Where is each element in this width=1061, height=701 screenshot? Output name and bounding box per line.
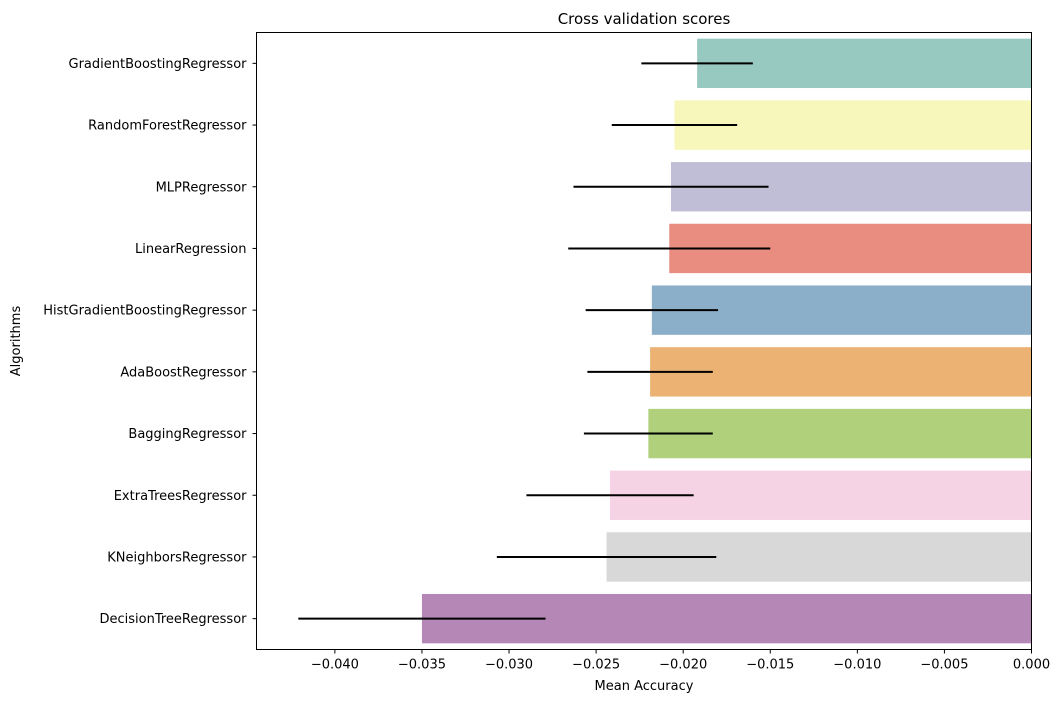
x-tick-label-3: −0.025 [572,658,620,673]
plot-frame [256,32,1032,650]
x-axis: −0.040 −0.035 −0.030 −0.025 −0.020 −0.015 −0.0… [311,649,1050,673]
chart-title: Cross validation scores [558,10,731,28]
x-tick-label-6: −0.010 [833,658,881,673]
y-tick-label-6: BaggingRegressor [128,427,247,442]
bars-layer [421,38,1032,644]
x-tick-label-1: −0.035 [398,658,446,673]
x-axis-label: Mean Accuracy [595,679,694,694]
y-axis-label: Algorithms [9,306,24,377]
y-tick-label-2: MLPRegressor [156,180,248,195]
x-tick-label-7: −0.005 [920,658,968,673]
x-tick-label-4: −0.020 [659,658,707,673]
x-tick-label-2: −0.030 [485,658,533,673]
y-tick-label-0: GradientBoostingRegressor [69,57,248,72]
x-tick-label-8: 0.000 [1013,658,1050,673]
y-tick-label-4: HistGradientBoostingRegressor [43,304,247,319]
y-tick-label-1: RandomForestRegressor [88,119,247,134]
y-tick-label-7: ExtraTreesRegressor [114,489,247,504]
y-tick-label-5: AdaBoostRegressor [120,365,247,380]
y-tick-label-3: LinearRegression [135,242,247,257]
y-tick-label-8: KNeighborsRegressor [107,550,247,565]
y-axis: GradientBoostingRegressor RandomForestReg… [43,57,257,627]
y-tick-label-9: DecisionTreeRegressor [99,612,247,627]
errorbars-layer [298,62,771,620]
bar-5 [650,347,1032,397]
x-tick-label-0: −0.040 [311,658,359,673]
x-tick-label-5: −0.015 [746,658,794,673]
